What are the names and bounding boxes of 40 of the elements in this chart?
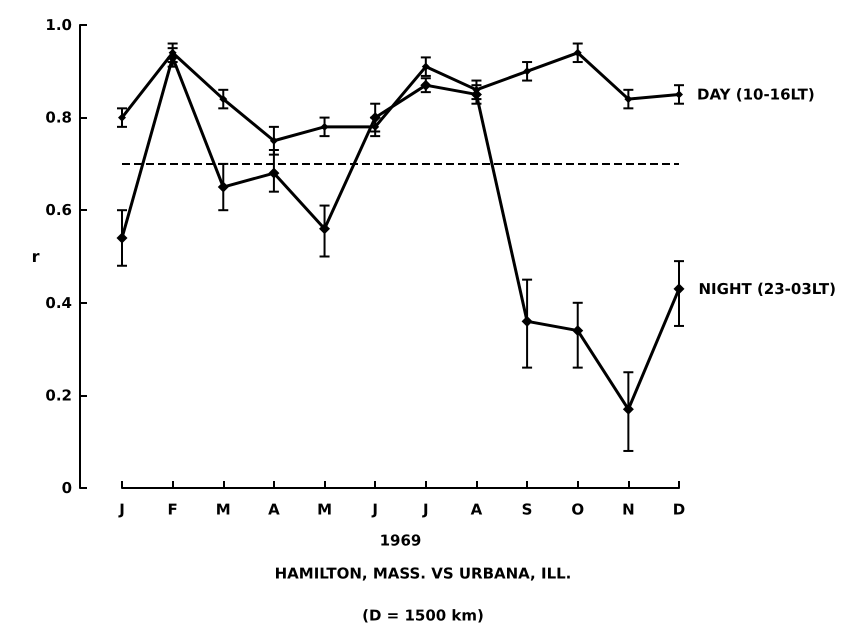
x-tick-label: J — [422, 500, 429, 518]
point — [622, 404, 634, 415]
x-tick-label: J — [118, 500, 125, 518]
series-label: DAY (10-16LT) — [697, 85, 815, 104]
point — [522, 316, 533, 327]
y-tick-label: 0 — [62, 479, 72, 497]
point — [572, 325, 584, 336]
x-tick-label: F — [168, 500, 178, 518]
point — [674, 283, 684, 294]
point — [118, 114, 126, 122]
point — [218, 182, 229, 193]
x-tick-label: S — [522, 500, 532, 518]
x-tick-label: J — [371, 500, 378, 518]
point — [116, 232, 128, 244]
y-tick-label: 1.0 — [45, 16, 72, 34]
x-axis-title: 1969 — [380, 532, 422, 550]
text: HAMILTON, MASS. VS URBANA, ILL. — [274, 564, 572, 582]
x-tick-label: A — [470, 500, 483, 518]
x-tick-label: N — [622, 500, 635, 518]
x-tick-label: D — [672, 500, 686, 518]
point — [422, 62, 430, 71]
y-tick-label: 0.2 — [45, 386, 72, 404]
point — [370, 112, 381, 124]
y-tick-label: 0.6 — [45, 201, 72, 220]
x-tick-label: M — [216, 500, 231, 518]
x-tick-label: O — [571, 500, 584, 518]
point — [270, 136, 278, 145]
point — [268, 168, 280, 179]
y-tick-label: 0.8 — [45, 108, 72, 127]
y-tick-label: 0.4 — [45, 294, 72, 312]
y-axis-title: r — [32, 247, 40, 266]
point — [624, 95, 632, 104]
x-tick-label: M — [317, 500, 332, 518]
point — [523, 67, 532, 76]
point — [219, 95, 228, 104]
x-tick-label: A — [268, 500, 280, 518]
point — [319, 223, 330, 234]
text: (D = 1500 km) — [362, 606, 484, 624]
series-label: NIGHT (23-03LT) — [698, 280, 836, 298]
point — [574, 48, 582, 57]
